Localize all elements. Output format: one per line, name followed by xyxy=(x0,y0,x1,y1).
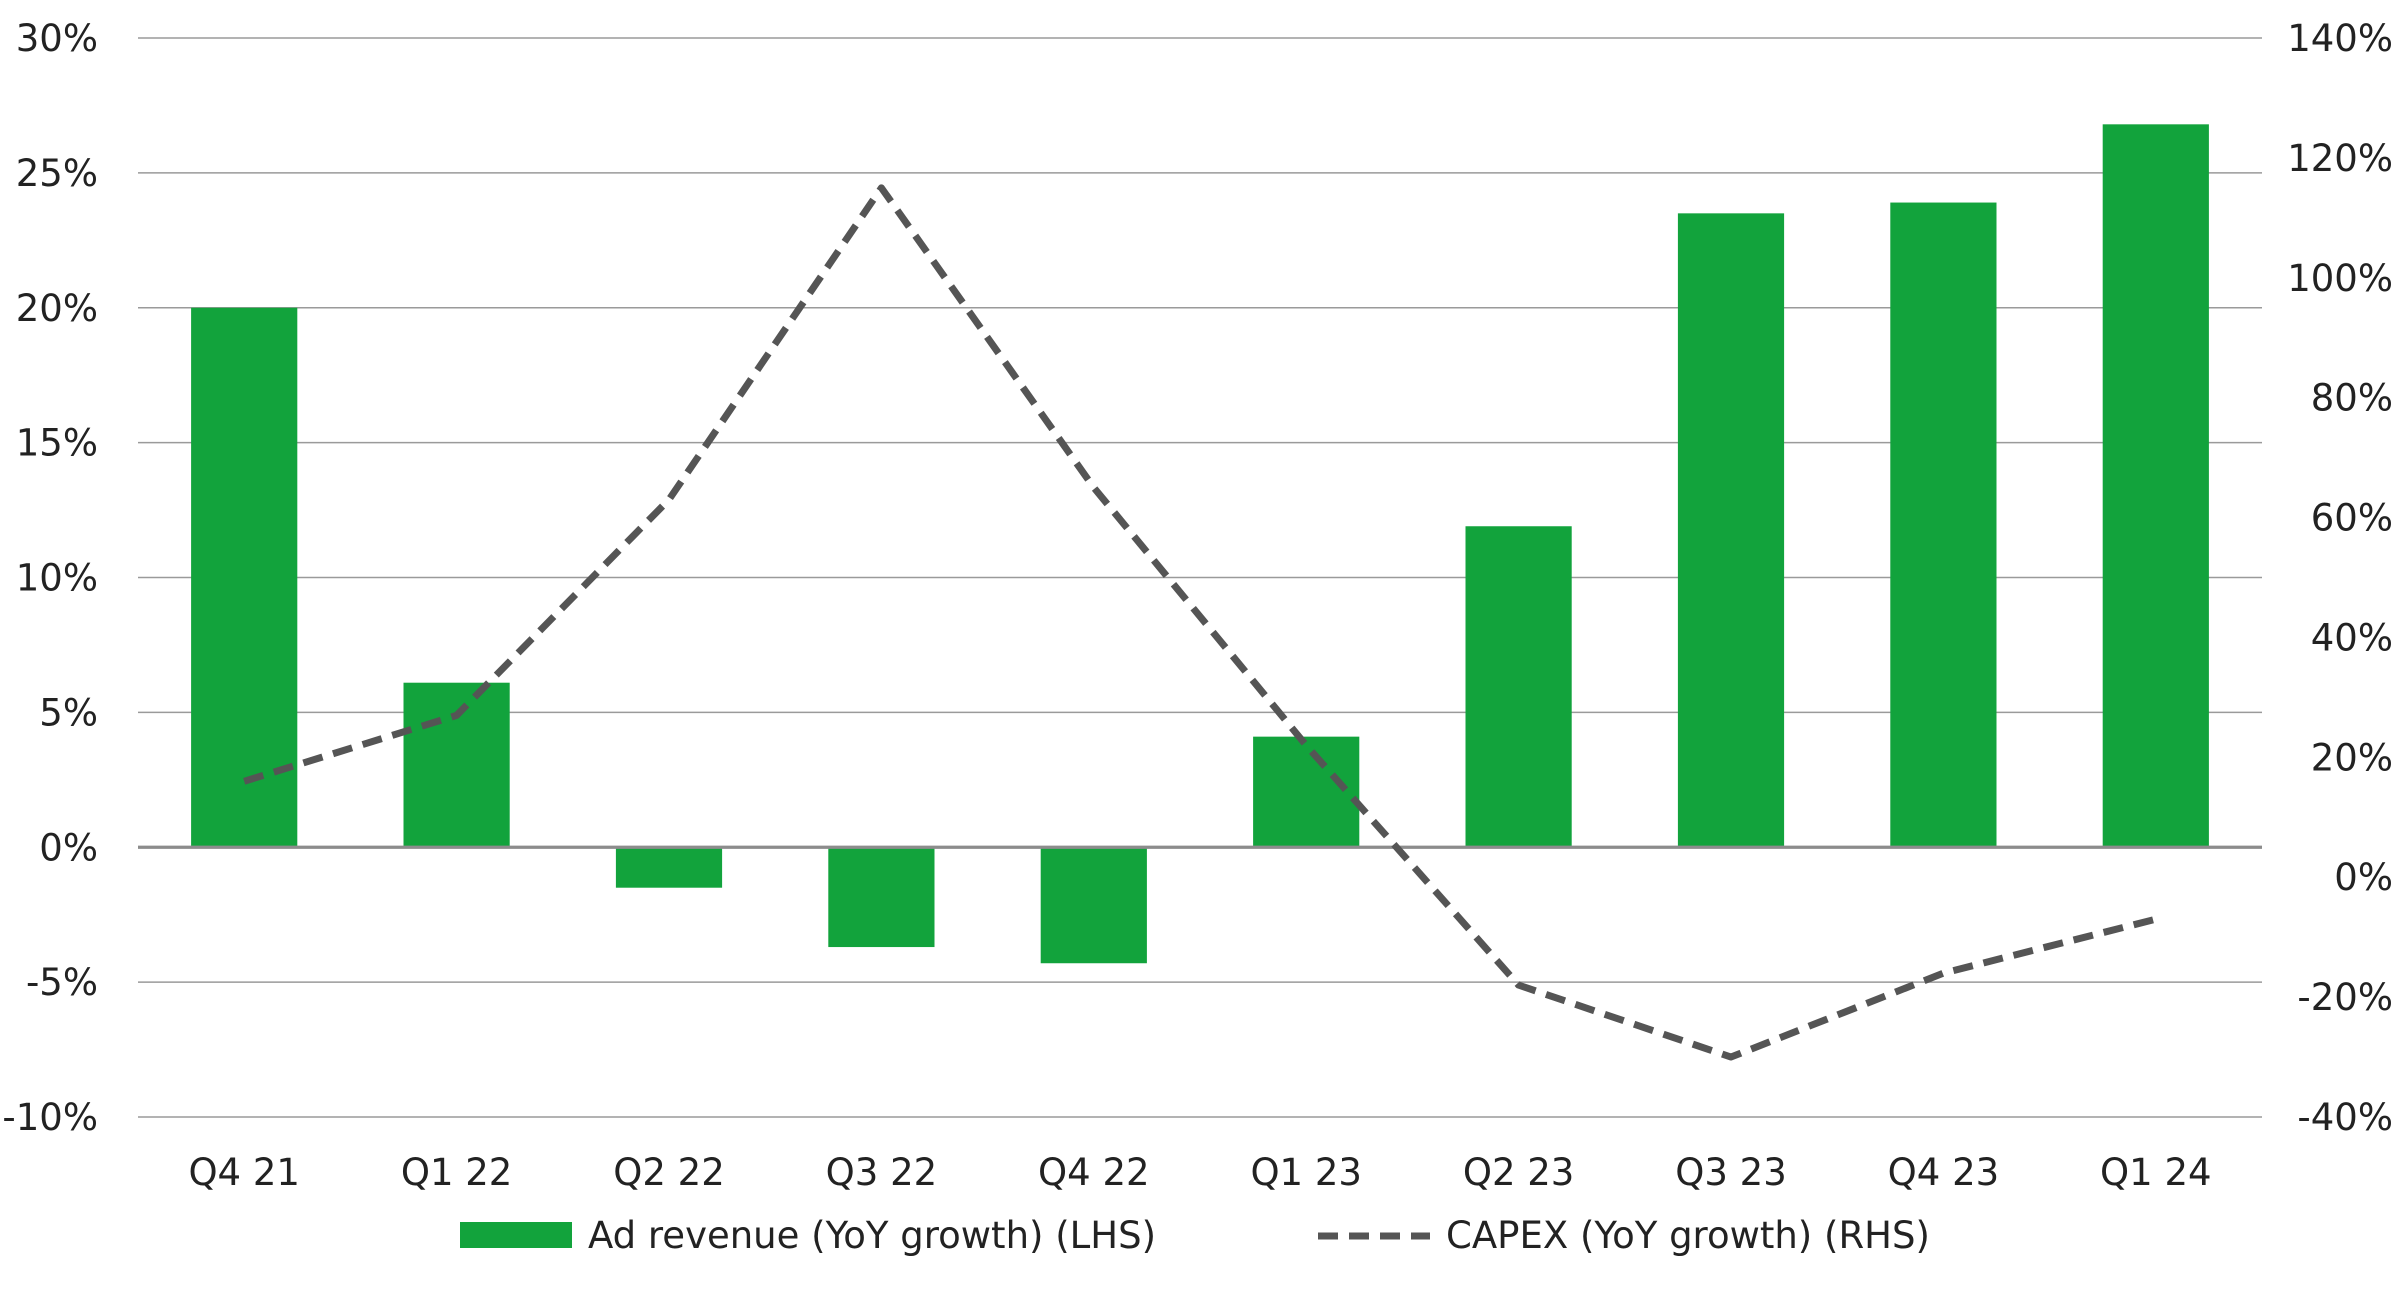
right-tick-label: 80% xyxy=(2311,377,2393,420)
category-label: Q4 23 xyxy=(1888,1151,2000,1194)
line-series xyxy=(243,184,2157,1061)
bar-ad-revenue xyxy=(1253,736,1360,848)
legend-label-ad-revenue: Ad revenue (YoY growth) (LHS) xyxy=(588,1214,1156,1257)
left-axis: -10% -5% 0% 5% 10% 15% 20% 25% 30% xyxy=(2,17,98,1139)
legend-swatch-ad-revenue xyxy=(460,1222,572,1248)
bar-ad-revenue xyxy=(2102,124,2209,848)
bar-ad-revenue xyxy=(403,682,510,848)
category-label: Q4 21 xyxy=(188,1151,300,1194)
bar-ad-revenue xyxy=(1677,213,1785,848)
left-tick-label: 10% xyxy=(16,557,98,600)
bar-ad-revenue xyxy=(828,847,935,948)
bar-series xyxy=(191,124,2209,964)
category-label: Q2 23 xyxy=(1463,1151,1575,1194)
category-label: Q1 24 xyxy=(2100,1151,2212,1194)
left-tick-label: 20% xyxy=(16,287,98,330)
right-tick-label: 20% xyxy=(2311,736,2393,779)
legend-label-capex: CAPEX (YoY growth) (RHS) xyxy=(1446,1214,1930,1257)
right-tick-label: 120% xyxy=(2287,137,2393,180)
right-axis: -40% -20% 0% 20% 40% 60% 80% 100% 120% 140% xyxy=(2287,17,2393,1139)
right-tick-label: 140% xyxy=(2287,17,2393,60)
right-tick-label: 100% xyxy=(2287,257,2393,300)
right-tick-label: 0% xyxy=(2334,856,2393,899)
bar-ad-revenue xyxy=(1890,202,1997,848)
legend: Ad revenue (YoY growth) (LHS) CAPEX (YoY… xyxy=(460,1214,1930,1257)
left-tick-label: 30% xyxy=(16,17,98,60)
category-label: Q1 22 xyxy=(401,1151,513,1194)
right-tick-label: 60% xyxy=(2311,497,2393,540)
left-tick-label: 25% xyxy=(16,152,98,195)
left-tick-label: 15% xyxy=(16,422,98,465)
bar-ad-revenue xyxy=(615,847,723,888)
right-tick-label: 40% xyxy=(2311,616,2393,659)
category-axis: Q4 21 Q1 22 Q2 22 Q3 22 Q4 22 Q1 23 Q2 23 Q3 23… xyxy=(188,1151,2211,1194)
category-label: Q3 22 xyxy=(826,1151,938,1194)
category-label: Q3 23 xyxy=(1675,1151,1787,1194)
right-tick-label: -40% xyxy=(2297,1096,2393,1139)
bar-ad-revenue xyxy=(1465,526,1572,848)
bar-ad-revenue xyxy=(1040,847,1147,964)
left-tick-label: -5% xyxy=(26,961,98,1004)
category-label: Q4 22 xyxy=(1038,1151,1150,1194)
left-tick-label: 0% xyxy=(39,826,98,869)
category-label: Q1 23 xyxy=(1250,1151,1362,1194)
category-label: Q2 22 xyxy=(613,1151,725,1194)
right-tick-label: -20% xyxy=(2297,976,2393,1019)
bar-ad-revenue xyxy=(191,307,298,848)
line-capex xyxy=(243,184,2157,1061)
left-tick-label: -10% xyxy=(2,1096,98,1139)
left-tick-label: 5% xyxy=(39,691,98,734)
